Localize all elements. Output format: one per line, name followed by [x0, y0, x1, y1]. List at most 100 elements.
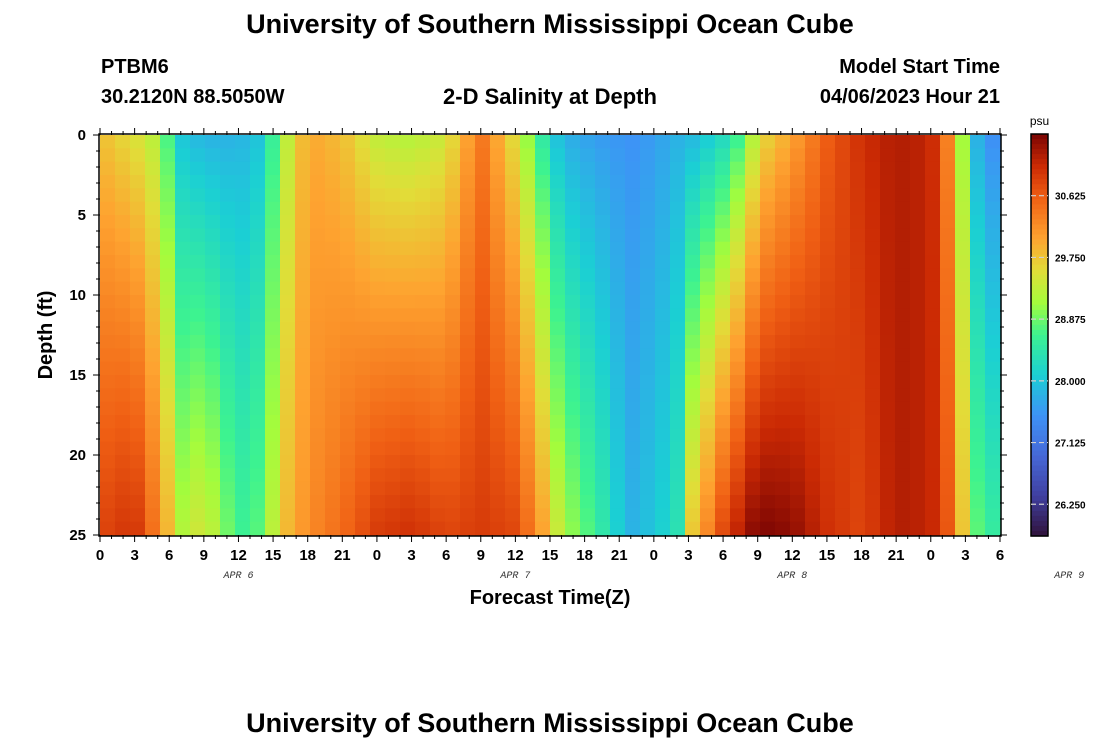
heatmap-cell — [895, 188, 911, 203]
heatmap-cell — [190, 295, 206, 309]
heatmap-cell — [655, 295, 671, 309]
heatmap-cell — [430, 401, 446, 416]
heatmap-cell — [475, 308, 491, 323]
heatmap-cell — [265, 508, 281, 523]
heatmap-cell — [445, 388, 461, 403]
heatmap-cell — [325, 428, 341, 443]
heatmap-cell — [610, 215, 626, 229]
heatmap-cell — [805, 295, 821, 309]
heatmap-cell — [295, 321, 311, 336]
heatmap-cell — [460, 255, 476, 269]
heatmap-cell — [475, 148, 491, 163]
heatmap-cell — [595, 201, 611, 216]
heatmap-cell — [895, 268, 911, 283]
heatmap-cell — [715, 521, 731, 536]
heatmap-cell — [865, 295, 881, 309]
heatmap-cell — [550, 455, 566, 469]
heatmap-cell — [250, 415, 266, 429]
heatmap-cell — [160, 495, 176, 509]
heatmap-cell — [685, 388, 701, 403]
heatmap-cell — [925, 148, 941, 163]
heatmap-cell — [685, 335, 701, 349]
heatmap-cell — [535, 495, 551, 509]
heatmap-cell — [415, 335, 431, 349]
heatmap-cell — [970, 161, 986, 176]
heatmap-cell — [250, 228, 266, 243]
heatmap-cell — [370, 295, 386, 309]
heatmap-cell — [715, 268, 731, 283]
heatmap-cell — [985, 481, 1001, 496]
heatmap-cell — [220, 388, 236, 403]
heatmap-cell — [115, 201, 131, 216]
heatmap-cell — [550, 495, 566, 509]
heatmap-cell — [415, 161, 431, 176]
heatmap-cell — [730, 375, 746, 389]
heatmap-cell — [940, 215, 956, 229]
heatmap-cell — [100, 441, 116, 456]
heatmap-cell — [520, 308, 536, 323]
heatmap-cell — [490, 521, 506, 536]
heatmap-cell — [520, 228, 536, 243]
heatmap-cell — [535, 335, 551, 349]
heatmap-cell — [820, 161, 836, 176]
heatmap-cell — [430, 348, 446, 363]
x-axis: 0 3 6 9 12 15 18 21 0 3 6 9 12 15 18 21 0 3 6 9 12 15 18 21 0 3 6A… — [96, 128, 1084, 582]
heatmap-cell — [340, 375, 356, 389]
heatmap-cell — [115, 335, 131, 349]
heatmap-cell — [100, 175, 116, 189]
heatmap-cell — [790, 308, 806, 323]
heatmap-cell — [745, 455, 761, 469]
heatmap-cell — [160, 308, 176, 323]
heatmap-cell — [160, 388, 176, 403]
heatmap-cell — [700, 321, 716, 336]
heatmap-cell — [925, 228, 941, 243]
heatmap-cell — [355, 228, 371, 243]
colorbar-segment — [1031, 144, 1048, 150]
heatmap-cell — [145, 201, 161, 216]
heatmap-cell — [940, 148, 956, 163]
heatmap-cell — [220, 508, 236, 523]
heatmap-cell — [325, 281, 341, 296]
heatmap-cell — [460, 441, 476, 456]
heatmap-cell — [550, 521, 566, 536]
heatmap-cell — [415, 321, 431, 336]
heatmap-cell — [430, 201, 446, 216]
heatmap-cell — [280, 268, 296, 283]
heatmap-cell — [100, 135, 116, 149]
heatmap-cell — [640, 455, 656, 469]
heatmap-cell — [685, 188, 701, 203]
heatmap-cell — [280, 495, 296, 509]
heatmap-cell — [745, 521, 761, 536]
heatmap-cell — [715, 481, 731, 496]
heatmap-cell — [955, 281, 971, 296]
heatmap-cell — [985, 361, 1001, 376]
heatmap-cell — [145, 495, 161, 509]
colorbar-tick-label: 27.125 — [1055, 439, 1086, 450]
heatmap-cell — [115, 388, 131, 403]
heatmap-cell — [640, 135, 656, 149]
heatmap-cell — [715, 441, 731, 456]
heatmap-cell — [340, 348, 356, 363]
heatmap-cell — [715, 308, 731, 323]
heatmap-cell — [625, 161, 641, 176]
heatmap-cell — [940, 388, 956, 403]
colorbar-segment — [1031, 515, 1048, 522]
heatmap-cell — [505, 175, 521, 189]
colorbar-segment — [1031, 239, 1048, 246]
heatmap-cell — [730, 521, 746, 536]
heatmap-cell — [940, 428, 956, 443]
heatmap-cell — [400, 495, 416, 509]
heatmap-cell — [775, 321, 791, 336]
colorbar-segment — [1031, 525, 1048, 532]
heatmap-cell — [340, 521, 356, 536]
heatmap-cell — [190, 361, 206, 376]
heatmap-cell — [100, 348, 116, 363]
heatmap-cell — [610, 401, 626, 416]
heatmap-cell — [490, 401, 506, 416]
heatmap-cell — [280, 348, 296, 363]
heatmap-cell — [640, 348, 656, 363]
heatmap-cell — [295, 455, 311, 469]
heatmap-cell — [385, 215, 401, 229]
colorbar-segment — [1031, 134, 1048, 140]
heatmap-cell — [655, 468, 671, 483]
